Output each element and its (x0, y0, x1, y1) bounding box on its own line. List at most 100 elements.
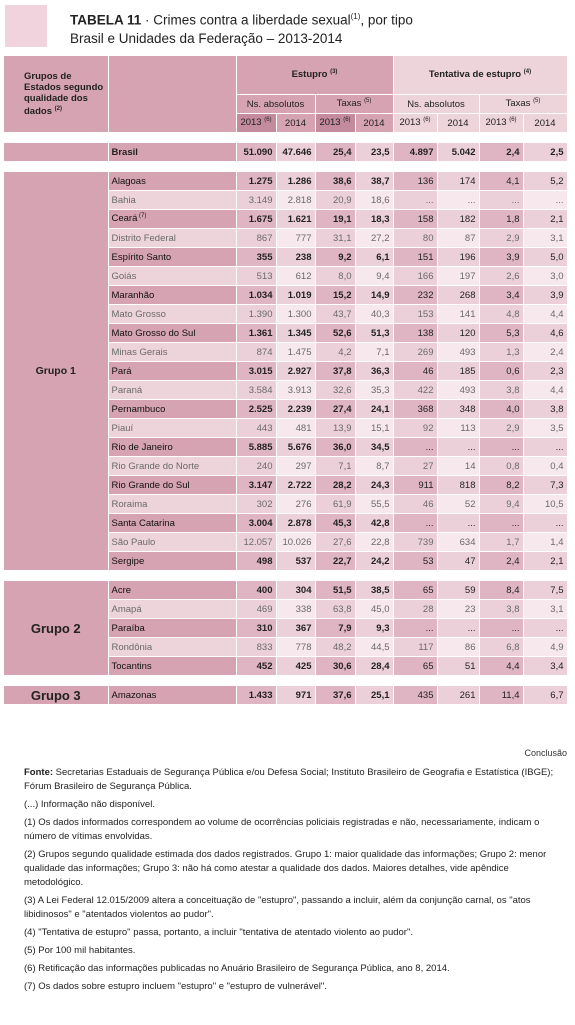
table-cell: ... (437, 513, 480, 533)
state-name: Roraima (108, 494, 237, 514)
table-cell: ... (479, 437, 524, 457)
table-row: São Paulo 12.057 10.026 27,6 22,8 739 634 1,7 1,… (4, 532, 568, 552)
table-cell: 2.525 (236, 399, 277, 419)
footnotes: Fonte: Secretarias Estaduais de Seguranç… (24, 766, 564, 998)
table-cell: 338 (276, 599, 316, 619)
table-cell: 36,3 (355, 361, 394, 381)
table-row: Pará 3.015 2.927 37,8 36,3 46 185 0,6 2,3 (4, 361, 568, 381)
table-cell: 14 (437, 456, 480, 476)
table-cell: 1,7 (479, 532, 524, 552)
spacer-row (4, 675, 567, 686)
spacer-row (4, 132, 567, 143)
table-cell: 493 (437, 380, 480, 400)
table-cell: 6,7 (523, 686, 568, 705)
table-cell: 47.646 (276, 143, 316, 162)
table-cell: 3.149 (236, 190, 277, 210)
table-cell: 238 (276, 247, 316, 267)
estupro-absolutos-header: Ns. absolutos (236, 94, 316, 114)
table-cell: 3,8 (479, 380, 524, 400)
table-cell: 36,0 (315, 437, 356, 457)
table-cell: 46 (393, 361, 438, 381)
table-cell: 65 (393, 581, 438, 600)
table-cell: 1.361 (236, 323, 277, 343)
table-cell: 443 (236, 418, 277, 438)
footnote-item: (1) Os dados informados correspondem ao … (24, 817, 540, 842)
table-cell: 42,8 (355, 513, 394, 533)
table-cell: 3.015 (236, 361, 277, 381)
table-cell: 59 (437, 581, 480, 600)
table-cell: 4,8 (479, 304, 524, 324)
table-cell: 297 (276, 456, 316, 476)
table-cell: 30,6 (315, 656, 356, 676)
table-cell: 7,1 (315, 456, 356, 476)
table-cell: 2,1 (523, 551, 568, 571)
table-cell: 9,4 (479, 494, 524, 514)
crimes-table: Grupos de Estados segundo qualidade dos … (4, 56, 568, 705)
table-cell: 537 (276, 551, 316, 571)
table-cell: 425 (276, 656, 316, 676)
table-cell: 302 (236, 494, 277, 514)
table-cell: 1.390 (236, 304, 277, 324)
state-name: Tocantins (108, 656, 237, 676)
table-cell: 166 (393, 266, 438, 286)
table-cell: 8,7 (355, 456, 394, 476)
table-cell: 5.676 (276, 437, 316, 457)
table-row: Amapá 469 338 63,8 45,0 28 23 3,8 3,1 (4, 599, 568, 619)
table-cell: 9,2 (315, 247, 356, 267)
table-cell: 2.239 (276, 399, 316, 419)
table-cell: 174 (437, 172, 480, 191)
footnote-item: (2) Grupos segundo qualidade estimada do… (24, 849, 547, 888)
table-cell: 0,8 (479, 456, 524, 476)
table-cell: 24,3 (355, 475, 394, 495)
table-cell: 4,4 (523, 380, 568, 400)
year-header-2013: 2013 (6) (393, 113, 438, 133)
table-row: Distrito Federal 867 777 31,1 27,2 80 87 2,9 3,1 (4, 228, 568, 248)
table-cell: 2,4 (479, 143, 524, 162)
table-cell: 22,8 (355, 532, 394, 552)
table-cell: 65 (393, 656, 438, 676)
conclusao-label: Conclusão (524, 748, 567, 758)
table-cell: 1.300 (276, 304, 316, 324)
state-name: Brasil (108, 143, 237, 162)
table-cell: 5,0 (523, 247, 568, 267)
table-cell: 348 (437, 399, 480, 419)
state-name: Sergipe (108, 551, 237, 571)
table-cell: ... (523, 437, 568, 457)
table-cell: 1.275 (236, 172, 277, 191)
table-row: Roraima 302 276 61,9 55,5 46 52 9,4 10,5 (4, 494, 568, 514)
table-cell: 0,4 (523, 456, 568, 476)
state-name: Amazonas (108, 686, 237, 705)
table-cell: 3.147 (236, 475, 277, 495)
table-cell: 481 (276, 418, 316, 438)
table-cell: 55,5 (355, 494, 394, 514)
table-cell: 1.286 (276, 172, 316, 191)
state-name: Paraná (108, 380, 237, 400)
table-cell: 2,9 (479, 418, 524, 438)
table-cell: 51,5 (315, 581, 356, 600)
table-cell: 12.057 (236, 532, 277, 552)
table-cell: 38,7 (355, 172, 394, 191)
table-cell: 28,4 (355, 656, 394, 676)
state-name: Amapá (108, 599, 237, 619)
table-cell: 818 (437, 475, 480, 495)
table-cell: 777 (276, 228, 316, 248)
year-header-2013: 2013 (6) (236, 113, 277, 133)
table-cell: 19,1 (315, 209, 356, 229)
table-cell: 11,4 (479, 686, 524, 705)
table-cell: 2.722 (276, 475, 316, 495)
table-cell: 8,2 (479, 475, 524, 495)
state-name: Pará (108, 361, 237, 381)
table-cell: 1.675 (236, 209, 277, 229)
table-cell: 874 (236, 342, 277, 362)
table-cell: 469 (236, 599, 277, 619)
table-cell: ... (437, 190, 480, 210)
table-cell: 493 (437, 342, 480, 362)
table-cell: 51 (437, 656, 480, 676)
footnote-item: (3) A Lei Federal 12.015/2009 altera a c… (24, 895, 531, 920)
state-name: Bahia (108, 190, 237, 210)
table-cell: 138 (393, 323, 438, 343)
table-cell: 37,6 (315, 686, 356, 705)
table-row: Ceará (7) 1.675 1.621 19,1 18,3 158 182 1,8 2,1 (4, 209, 568, 229)
table-row: Goiás 513 612 8,0 9,4 166 197 2,6 3,0 (4, 266, 568, 286)
table-cell: ... (523, 190, 568, 210)
